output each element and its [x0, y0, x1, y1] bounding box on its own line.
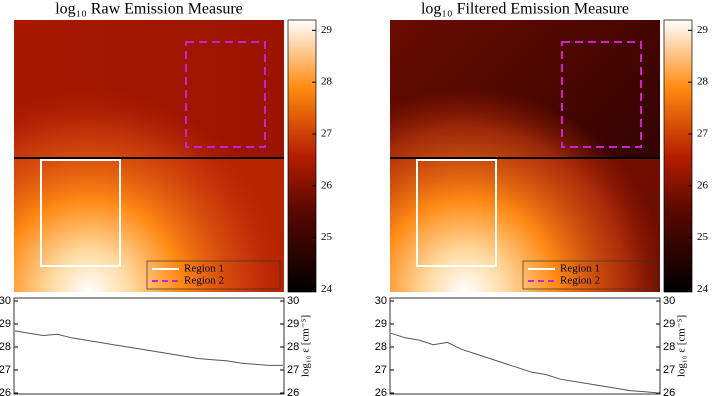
y-tick-label: 28 [375, 341, 387, 353]
panel-title: log₁₀ Filtered Emission Measure [421, 1, 629, 18]
plot-frame [389, 297, 661, 395]
region-1 [416, 159, 497, 267]
colorbar-tick-label: 25 [321, 231, 333, 243]
y-tick-label: 28 [287, 341, 299, 353]
y-tick-label: 27 [287, 364, 299, 376]
plot-frame [13, 297, 285, 395]
y-tick-label: 27 [663, 364, 675, 376]
legend-box [522, 260, 657, 290]
region-2 [561, 41, 642, 148]
colorbar-tick-label: 28 [321, 76, 333, 88]
y-tick-label: 29 [287, 318, 299, 330]
colorbar-tick-label: 26 [321, 179, 333, 191]
y-tick-label: 30 [287, 295, 299, 307]
y-tick-label: 27 [0, 364, 11, 376]
y-tick-label: 29 [663, 318, 675, 330]
colorbar-tick-label: 29 [321, 24, 333, 36]
y-tick-label: 30 [375, 295, 387, 307]
legend-box [146, 260, 281, 290]
legend-label: Region 1 [560, 263, 600, 275]
y-axis-label: log₁₀ ε [cm⁻⁵] [300, 315, 312, 377]
colorbar [287, 19, 317, 293]
y-tick-label: 30 [0, 295, 11, 307]
y-axis-label: log₁₀ ε [cm⁻⁵] [676, 315, 688, 377]
legend-label: Region 2 [560, 275, 600, 287]
colorbar-tick-label: 24 [321, 283, 333, 295]
y-tick-label: 26 [0, 387, 11, 396]
colorbar [663, 19, 693, 293]
legend-label: Region 2 [184, 275, 224, 287]
colorbar-tick-label: 26 [697, 179, 709, 191]
colorbar-tick-label: 24 [697, 283, 709, 295]
data-line [390, 332, 660, 394]
region-1 [40, 159, 121, 267]
panel-title: log₁₀ Raw Emission Measure [55, 1, 243, 18]
legend-label: Region 1 [184, 263, 224, 275]
y-tick-label: 28 [663, 341, 675, 353]
y-tick-label: 28 [0, 341, 11, 353]
colorbar-tick-label: 27 [697, 128, 709, 140]
colorbar-tick-label: 25 [697, 231, 709, 243]
filtered-image [390, 20, 660, 292]
y-tick-label: 30 [663, 295, 675, 307]
colorbar-tick-label: 29 [697, 24, 709, 36]
region-2 [185, 41, 266, 148]
colorbar-tick-label: 27 [321, 128, 333, 140]
y-tick-label: 26 [375, 387, 387, 396]
data-line [14, 330, 283, 366]
colorbar-tick-label: 28 [697, 76, 709, 88]
y-tick-label: 26 [663, 387, 675, 396]
raw-image [14, 20, 284, 292]
y-tick-label: 27 [375, 364, 387, 376]
y-tick-label: 29 [375, 318, 387, 330]
y-tick-label: 26 [287, 387, 299, 396]
y-tick-label: 29 [0, 318, 11, 330]
